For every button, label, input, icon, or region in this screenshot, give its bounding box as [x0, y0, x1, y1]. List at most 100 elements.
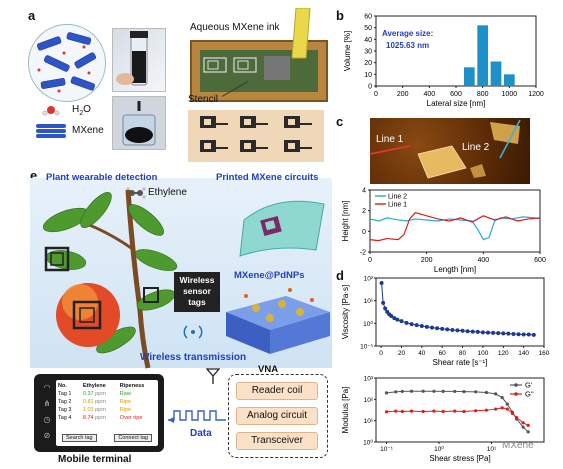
x-tick-label: 1200: [528, 91, 544, 98]
y-tick-label: 10: [364, 72, 372, 79]
legend-label: Line 1: [388, 202, 407, 209]
series-point: [484, 408, 489, 412]
x-tick-label: 400: [423, 91, 435, 98]
table-row: Tag 3 1.03 ppm Ripe: [56, 406, 158, 414]
x-tick-label: 160: [539, 350, 550, 357]
series-line-line-1: [369, 212, 541, 242]
viscosity-point: [521, 332, 526, 337]
series-point: [409, 409, 414, 413]
viscosity-chart: 0 20 40 60 80 100 120 140 160 10⁻¹ 10⁰ 10¹ 10² Shear …: [341, 276, 550, 368]
viscosity-point: [404, 320, 409, 325]
y-tick-label: 10⁰: [363, 439, 373, 447]
legend-label: Line 2: [388, 194, 407, 201]
search-tag-button[interactable]: Search tag: [62, 434, 97, 442]
y-tick-label: 60: [364, 14, 372, 21]
y-axis-label: Viscosity [Pa·s]: [341, 285, 350, 340]
connect-tag-button[interactable]: Connect tag: [114, 434, 152, 442]
viscosity-point: [475, 329, 480, 334]
modulus-chart: 10⁻¹ 10⁰ 10¹ 10⁰ 10¹ 10² 10³ G'G'' Shear stress …: [341, 376, 545, 463]
viscosity-point: [379, 281, 384, 286]
aqueous-ink-label: Aqueous MXene ink: [190, 22, 280, 33]
series-point: [432, 389, 436, 393]
viscosity-point: [486, 330, 490, 335]
panel-b-label: b: [336, 8, 344, 23]
viscosity-point: [381, 300, 386, 305]
histogram-bar: [504, 74, 515, 86]
series-point: [409, 389, 414, 393]
stencil-label: Stencil: [188, 94, 219, 105]
x-tick-label: 60: [439, 350, 447, 357]
panel-e-label: e: [30, 168, 38, 183]
viscosity-point: [440, 326, 445, 331]
x-tick-label: 100: [477, 350, 488, 357]
x-tick-label: 600: [534, 257, 546, 264]
afm-line2-label: Line 2: [462, 142, 490, 153]
viscosity-point: [435, 326, 440, 331]
series-point: [421, 409, 425, 414]
histogram-bar: [464, 67, 475, 86]
y-tick-label: 40: [364, 37, 372, 44]
viscosity-point: [480, 330, 485, 335]
vna-transceiver: Transceiver: [236, 432, 318, 450]
y-tick-label: 0: [362, 229, 366, 236]
series-point: [505, 402, 509, 406]
viscosity-point: [496, 331, 501, 336]
y-tick-label: 10¹: [364, 298, 374, 305]
tag-value: 0.81: [82, 399, 94, 405]
x-axis-label: Lateral size [nm]: [427, 99, 486, 108]
mobile-terminal-label: Mobile terminal: [58, 454, 132, 465]
viscosity-point: [383, 306, 388, 311]
y-tick-label: 2: [362, 208, 366, 215]
x-tick-label: 800: [477, 91, 489, 98]
vna-reader-coil: Reader coil: [236, 382, 318, 400]
afm-line1-label: Line 1: [376, 134, 404, 145]
series-point: [421, 389, 425, 393]
series-point: [441, 389, 445, 393]
viscosity-point: [409, 322, 414, 327]
series-point: [453, 389, 457, 394]
series-point: [432, 409, 436, 413]
table-header: Ethylene: [82, 383, 106, 389]
peach-plant-illustration: [36, 189, 186, 375]
tag-unit: ppm: [95, 391, 106, 397]
x-tick-label: 600: [450, 91, 462, 98]
vna-antenna-icon: [205, 368, 221, 389]
series-point: [484, 390, 489, 395]
y-tick-label: 10³: [364, 376, 374, 383]
mxene-dispersion-illustration: [28, 24, 106, 102]
x-tick-label: 10¹: [487, 446, 497, 453]
table-row: Tag 2 0.81 ppm Ripe: [56, 398, 158, 406]
tag-unit: ppm: [95, 407, 106, 413]
y-axis-label: Height [nm]: [341, 201, 350, 242]
viscosity-point: [501, 331, 506, 336]
squeegee-illustration: [290, 7, 312, 69]
y-tick-label: 10⁰: [363, 320, 373, 328]
series-point: [453, 409, 457, 413]
wireless-tags-line3: tags: [188, 297, 206, 307]
viscosity-point: [506, 331, 511, 336]
viscosity-point: [531, 332, 536, 337]
y-tick-label: 10⁻¹: [360, 344, 374, 351]
plot-frame: [375, 277, 545, 347]
series-point: [494, 407, 498, 411]
viscosity-point: [526, 332, 531, 337]
series-point: [400, 389, 404, 394]
viscosity-line: [381, 282, 534, 336]
viscosity-point: [395, 317, 400, 322]
pdnps-label: MXene@PdNPs: [234, 270, 305, 281]
series-point: [400, 409, 404, 414]
wifi-icon: ◠: [43, 383, 51, 392]
x-tick-label: 10⁻¹: [380, 446, 394, 453]
viscosity-point: [511, 331, 516, 336]
y-tick-label: 10²: [364, 276, 374, 283]
lateral-size-histogram: 0 200 400 600 800 1000 1200 0 10 20 30 40 50 60 Latera…: [343, 14, 544, 109]
tag-unit: ppm: [95, 415, 106, 421]
series-point: [514, 415, 519, 420]
viscosity-point: [430, 325, 434, 330]
x-tick-label: 200: [397, 91, 409, 98]
y-tick-label: 10¹: [364, 418, 374, 425]
tag-ripeness: Raw: [119, 391, 131, 397]
x-tick-label: 0: [368, 257, 372, 264]
viscosity-point: [455, 328, 460, 333]
x-tick-label: 40: [418, 350, 426, 357]
